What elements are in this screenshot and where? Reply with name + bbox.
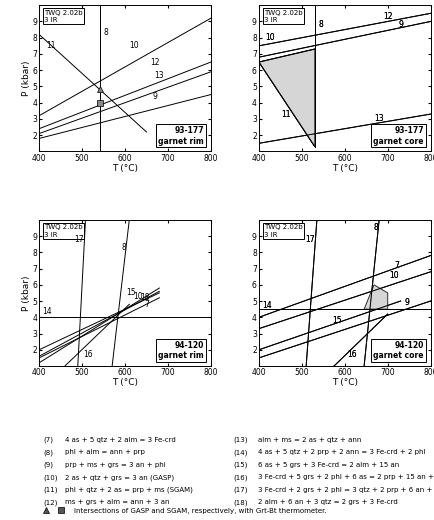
Y-axis label: P (kbar): P (kbar)	[22, 60, 31, 96]
Text: 8: 8	[318, 20, 323, 29]
Text: 10: 10	[264, 33, 274, 42]
Text: 16: 16	[346, 350, 356, 359]
Text: TWQ 2.02b
3 IR: TWQ 2.02b 3 IR	[263, 9, 302, 23]
Text: 8: 8	[318, 20, 323, 29]
Text: 4 as + 5 qtz + 2 alm = 3 Fe-crd: 4 as + 5 qtz + 2 alm = 3 Fe-crd	[64, 437, 175, 443]
Text: (10): (10)	[43, 474, 57, 480]
Text: 2 alm + 6 an + 3 qtz = 2 grs + 3 Fe-crd: 2 alm + 6 an + 3 qtz = 2 grs + 3 Fe-crd	[258, 499, 397, 505]
Text: (7): (7)	[43, 437, 53, 443]
Text: 4 as + 5 qtz + 2 prp + 2 ann = 3 Fe-crd + 2 phl: 4 as + 5 qtz + 2 prp + 2 ann = 3 Fe-crd …	[258, 449, 425, 455]
Text: 8: 8	[372, 224, 377, 232]
Text: 17: 17	[75, 235, 84, 244]
Text: 11: 11	[46, 41, 56, 50]
Text: Intersections of GASP and SGAM, respectively, with Grt-Bt thermometer.: Intersections of GASP and SGAM, respecti…	[74, 508, 326, 514]
Text: 7: 7	[144, 300, 148, 309]
Text: 2 as + qtz + grs = 3 an (GASP): 2 as + qtz + grs = 3 an (GASP)	[64, 474, 173, 480]
Text: 16: 16	[83, 350, 93, 359]
Text: 10: 10	[264, 33, 274, 42]
Text: 13: 13	[154, 71, 164, 80]
Text: 93-177
garnet rim: 93-177 garnet rim	[158, 126, 204, 146]
Text: 9: 9	[404, 298, 408, 307]
Text: 13: 13	[374, 114, 383, 123]
Text: 15: 15	[126, 289, 135, 297]
Text: (8): (8)	[43, 449, 53, 456]
Text: 8: 8	[103, 28, 108, 37]
Text: alm + ms = 2 as + qtz + ann: alm + ms = 2 as + qtz + ann	[258, 437, 361, 443]
Text: 9: 9	[397, 20, 402, 29]
Text: 14: 14	[261, 301, 271, 309]
Text: 8: 8	[372, 224, 377, 232]
Text: 94-120
garnet core: 94-120 garnet core	[372, 341, 423, 360]
Text: (14): (14)	[233, 449, 247, 456]
Text: TWQ 2.02b
3 IR: TWQ 2.02b 3 IR	[44, 9, 83, 23]
Text: 7: 7	[393, 261, 398, 270]
Text: 8: 8	[122, 243, 126, 252]
Text: 11: 11	[280, 110, 289, 119]
Text: 93-177
garnet core: 93-177 garnet core	[372, 126, 423, 146]
Text: 12: 12	[382, 12, 391, 21]
Text: 15: 15	[332, 316, 342, 325]
Text: 3 Fe-crd + 2 grs + 2 phl = 3 qtz + 2 prp + 6 an + 2 ann: 3 Fe-crd + 2 grs + 2 phl = 3 qtz + 2 prp…	[258, 487, 434, 492]
Text: phl + alm = ann + prp: phl + alm = ann + prp	[64, 449, 144, 455]
Text: 3 Fe-crd + 5 grs + 2 phl + 6 as = 2 prp + 15 an + 2 ann: 3 Fe-crd + 5 grs + 2 phl + 6 as = 2 prp …	[258, 474, 434, 480]
Text: 18: 18	[140, 293, 150, 302]
Text: 9: 9	[152, 92, 157, 101]
Text: 12: 12	[382, 12, 391, 21]
Text: (16): (16)	[233, 474, 247, 480]
Text: 10: 10	[388, 270, 398, 280]
Text: 12: 12	[150, 58, 159, 67]
Text: (9): (9)	[43, 462, 53, 468]
Text: phl + qtz + 2 as = prp + ms (SGAM): phl + qtz + 2 as = prp + ms (SGAM)	[64, 487, 192, 493]
X-axis label: T (°C): T (°C)	[331, 379, 357, 387]
Text: (11): (11)	[43, 487, 57, 493]
Text: ms + grs + alm = ann + 3 an: ms + grs + alm = ann + 3 an	[64, 499, 169, 505]
Text: 17: 17	[305, 235, 315, 244]
Polygon shape	[363, 285, 387, 309]
Text: 14: 14	[42, 307, 52, 316]
Text: (12): (12)	[43, 499, 57, 505]
Text: (15): (15)	[233, 462, 247, 468]
Text: 9: 9	[397, 20, 402, 29]
Text: 7: 7	[393, 261, 398, 270]
Text: 10: 10	[388, 270, 398, 280]
Text: 9: 9	[404, 298, 408, 307]
Polygon shape	[258, 49, 314, 147]
Text: 13: 13	[374, 114, 383, 123]
Text: (17): (17)	[233, 487, 247, 493]
Text: 94-120
garnet rim: 94-120 garnet rim	[158, 341, 204, 360]
Text: 10: 10	[133, 292, 142, 301]
X-axis label: T (°C): T (°C)	[112, 379, 138, 387]
Text: TWQ 2.02b
3 IR: TWQ 2.02b 3 IR	[44, 224, 83, 238]
Text: 11: 11	[280, 110, 289, 119]
Text: TWQ 2.02b
3 IR: TWQ 2.02b 3 IR	[263, 224, 302, 238]
Text: 15: 15	[332, 316, 342, 325]
Text: 10: 10	[128, 41, 138, 50]
Text: 16: 16	[346, 350, 356, 359]
Y-axis label: P (kbar): P (kbar)	[22, 275, 31, 310]
Text: 17: 17	[305, 235, 315, 244]
Text: (18): (18)	[233, 499, 247, 505]
Text: prp + ms + grs = 3 an + phi: prp + ms + grs = 3 an + phi	[64, 462, 165, 467]
X-axis label: T (°C): T (°C)	[331, 164, 357, 173]
X-axis label: T (°C): T (°C)	[112, 164, 138, 173]
Text: (13): (13)	[233, 437, 247, 443]
Text: 6 as + 5 grs + 3 Fe-crd = 2 alm + 15 an: 6 as + 5 grs + 3 Fe-crd = 2 alm + 15 an	[258, 462, 399, 467]
Text: 14: 14	[261, 301, 271, 309]
